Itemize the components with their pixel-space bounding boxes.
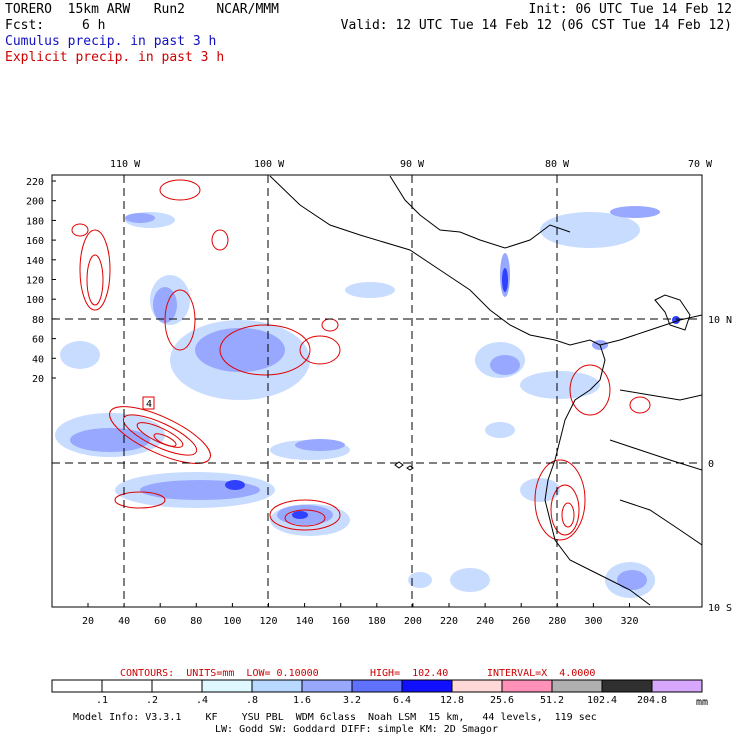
x-tick-label: 300: [584, 616, 602, 627]
lat-label-0: 0: [708, 459, 714, 470]
lon-label-70w: 70 W: [688, 159, 713, 170]
colorbar-swatch: [251, 679, 303, 693]
y-tick-label: 220: [26, 177, 44, 188]
x-tick-label: 260: [512, 616, 530, 627]
contour-label: 4: [146, 399, 152, 410]
x-tick-label: 20: [82, 616, 94, 627]
y-tick-label: 100: [26, 295, 44, 306]
y-tick-label: 20: [32, 374, 44, 385]
y-tick-label: 40: [32, 354, 44, 365]
colorbar-swatch: [551, 679, 603, 693]
x-tick-label: 100: [223, 616, 241, 627]
explicit-legend: Explicit precip. in past 3 h: [5, 50, 225, 65]
y-tick-label: 80: [32, 315, 44, 326]
colorbar-swatch: [451, 679, 503, 693]
colorbar-swatch: [601, 679, 653, 693]
x-tick-label: 160: [332, 616, 350, 627]
colorbar-unit: mm: [696, 697, 709, 708]
colorbar-swatch: [351, 679, 403, 693]
colorbar-label: 6.4: [393, 695, 411, 706]
colorbar-swatch: [201, 679, 253, 693]
forecast-hours: 6 h: [82, 18, 106, 33]
x-tick-label: 40: [118, 616, 130, 627]
colorbar-swatch: [151, 679, 203, 693]
x-tick-label: 320: [620, 616, 638, 627]
colorbar-label: .8: [246, 695, 258, 706]
colorbar-label: 51.2: [540, 695, 564, 706]
x-tick-label: 220: [440, 616, 458, 627]
y-tick-label: 140: [26, 256, 44, 267]
model-title: TORERO 15km ARW Run2 NCAR/MMM: [5, 2, 279, 17]
cumulus-legend: Cumulus precip. in past 3 h: [5, 34, 217, 49]
colorbar-label: .1: [96, 695, 108, 706]
lon-label-110w: 110 W: [110, 159, 141, 170]
colorbar-label: 1.6: [293, 695, 311, 706]
colorbar-swatch: [501, 679, 553, 693]
graticule: [52, 175, 702, 607]
forecast-label: Fcst:: [5, 18, 45, 33]
x-tick-label: 200: [404, 616, 422, 627]
colorbar-label: 3.2: [343, 695, 361, 706]
lon-label-90w: 90 W: [400, 159, 425, 170]
contour-interval: INTERVAL=X 4.0000: [487, 668, 596, 679]
colorbar-swatch: [401, 679, 453, 693]
init-time: Init: 06 UTC Tue 14 Feb 12: [528, 2, 733, 17]
x-tick-label: 80: [190, 616, 202, 627]
lat-label-10n: 10 N: [708, 315, 732, 326]
colorbar-swatch: [101, 679, 153, 693]
colorbar-label: 204.8: [637, 695, 667, 706]
colorbar-label: 102.4: [587, 695, 617, 706]
colorbar-swatch: [301, 679, 353, 693]
y-tick-label: 180: [26, 216, 44, 227]
physics-info: LW: Godd SW: Goddard DIFF: simple KM: 2D…: [215, 724, 498, 735]
colorbar-label: .2: [146, 695, 158, 706]
contour-units: CONTOURS: UNITS=mm LOW= 0.10000: [120, 668, 319, 679]
contour-label-box: [142, 396, 155, 410]
contour-high: HIGH= 102.40: [370, 668, 449, 679]
y-tick-label: 60: [32, 335, 44, 346]
y-tick-label: 120: [26, 276, 44, 287]
valid-time: Valid: 12 UTC Tue 14 Feb 12 (06 CST Tue …: [340, 18, 732, 33]
precip-shading: [55, 175, 702, 606]
x-tick-label: 180: [368, 616, 386, 627]
x-tick-label: 140: [296, 616, 314, 627]
lon-label-100w: 100 W: [254, 159, 285, 170]
x-tick-label: 280: [548, 616, 566, 627]
x-tick-label: 60: [154, 616, 166, 627]
model-info: Model Info: V3.3.1 KF YSU PBL WDM 6class…: [73, 712, 597, 723]
y-tick-label: 160: [26, 236, 44, 247]
colorbar-label: 12.8: [440, 695, 464, 706]
colorbar-swatch: [651, 679, 703, 693]
x-tick-label: 120: [259, 616, 277, 627]
colorbar-label: 25.6: [490, 695, 514, 706]
colorbar-label: .4: [196, 695, 208, 706]
y-tick-label: 200: [26, 197, 44, 208]
x-tick-label: 240: [476, 616, 494, 627]
lon-label-80w: 80 W: [545, 159, 570, 170]
lat-label-10s: 10 S: [708, 603, 732, 614]
colorbar-swatch: [51, 679, 103, 693]
